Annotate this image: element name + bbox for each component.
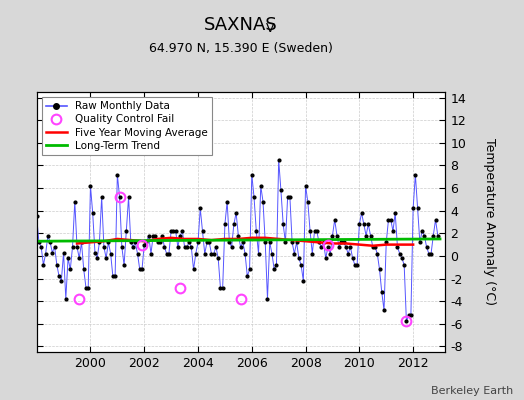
Legend: Raw Monthly Data, Quality Control Fail, Five Year Moving Average, Long-Term Tren: Raw Monthly Data, Quality Control Fail, … [42,97,212,155]
Text: SAXNAS: SAXNAS [204,16,278,34]
Text: 64.970 N, 15.390 E (Sweden): 64.970 N, 15.390 E (Sweden) [149,42,333,55]
Text: V: V [266,22,274,35]
Text: Berkeley Earth: Berkeley Earth [431,386,514,396]
Y-axis label: Temperature Anomaly (°C): Temperature Anomaly (°C) [483,138,496,306]
